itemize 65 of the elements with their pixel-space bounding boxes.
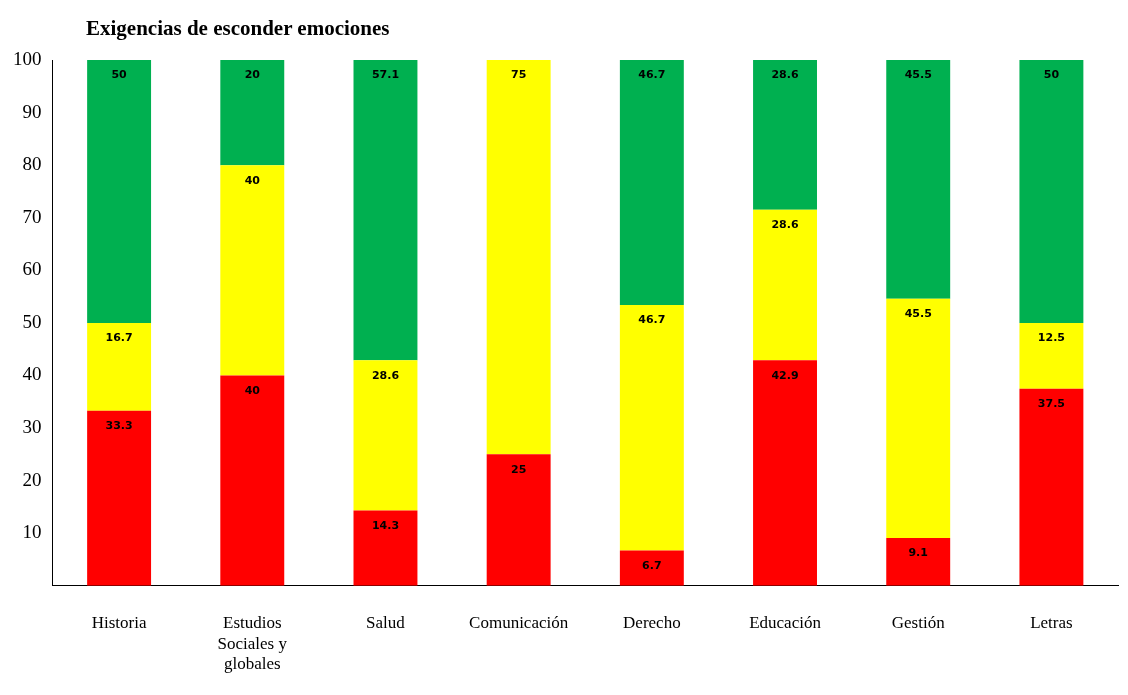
y-tick-label: 10 (22, 521, 42, 543)
data-label: 46.7 (638, 313, 666, 327)
bar (619, 550, 684, 586)
data-label: 16.7 (105, 331, 133, 345)
data-label: 25 (511, 462, 527, 476)
bar (753, 60, 817, 210)
bar (220, 375, 285, 586)
bar (1019, 322, 1084, 389)
bar (220, 165, 285, 376)
bar (353, 510, 418, 586)
y-tick-label: 30 (22, 416, 42, 438)
bar (619, 60, 684, 306)
x-tick-label: Educación (749, 613, 822, 633)
y-tick-label: 90 (22, 100, 42, 122)
x-tick-label: Gestión (891, 613, 946, 633)
bar (220, 60, 285, 166)
x-tick-label: Derecho (623, 613, 681, 633)
bar (886, 298, 951, 538)
data-label: 6.7 (642, 558, 662, 572)
data-label: 28.6 (371, 368, 400, 382)
data-label: 12.5 (1037, 331, 1065, 345)
chart-title: Exigencias de esconder emociones (86, 16, 390, 41)
bar (87, 322, 152, 411)
bar (753, 209, 817, 361)
bar (753, 360, 817, 586)
x-tick-label: Salud (366, 613, 406, 633)
y-tick-label: 100 (13, 47, 42, 69)
y-tick-label: 20 (22, 468, 42, 490)
y-tick-label: 60 (22, 258, 42, 280)
bar (486, 454, 551, 586)
x-tick-label: Letras (1030, 613, 1073, 633)
x-tick-label: Comunicación (469, 613, 569, 633)
bar (886, 537, 951, 586)
y-tick-label: 40 (22, 363, 42, 385)
data-label: 20 (244, 68, 261, 82)
data-label: 45.5 (904, 67, 932, 81)
data-label: 45.5 (904, 307, 932, 321)
data-label: 50 (111, 68, 128, 82)
data-label: 57.1 (371, 68, 400, 82)
bar (353, 60, 418, 361)
bar (353, 360, 418, 511)
bar (1019, 388, 1084, 586)
data-label: 14.3 (371, 518, 400, 532)
data-label: 33.3 (105, 419, 133, 433)
y-tick-label: 70 (22, 205, 42, 227)
bar (87, 60, 152, 323)
data-label: 50 (1043, 68, 1060, 82)
data-label: 40 (244, 173, 261, 187)
bar (486, 60, 551, 455)
data-label: 40 (244, 383, 261, 397)
y-tick-label: 50 (22, 310, 42, 332)
bar (1019, 60, 1084, 323)
data-label: 9.1 (908, 546, 928, 560)
x-tick-label: Estudios Sociales y globales (217, 613, 288, 674)
data-label: 28.6 (771, 67, 799, 81)
bar (886, 60, 951, 299)
bar (87, 410, 152, 586)
bar (619, 305, 684, 551)
data-label: 46.7 (638, 67, 666, 81)
data-label: 28.6 (771, 218, 799, 232)
data-label: 42.9 (771, 368, 799, 382)
x-tick-label: Historia (91, 613, 147, 633)
data-label: 75 (511, 68, 527, 82)
data-label: 37.5 (1037, 396, 1065, 410)
y-tick-label: 80 (22, 153, 42, 175)
